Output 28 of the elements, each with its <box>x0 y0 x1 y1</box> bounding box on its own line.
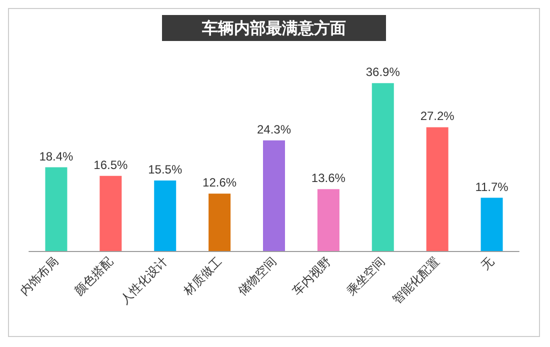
bar <box>154 180 176 251</box>
bar <box>45 167 68 251</box>
bar <box>372 83 394 251</box>
x-tick-label: 内饰布局 <box>17 254 62 298</box>
bar <box>480 198 503 251</box>
bar <box>208 194 231 251</box>
data-label: 24.3% <box>256 122 292 136</box>
x-tick-label: 颜色搭配 <box>72 254 116 298</box>
data-label: 12.6% <box>202 176 237 190</box>
x-tick-label: 乘坐空间 <box>344 254 388 298</box>
data-label: 36.9% <box>366 65 400 80</box>
data-label: 11.7% <box>475 180 509 194</box>
x-tick-label: 智能化配置 <box>390 254 442 306</box>
bar <box>426 127 448 251</box>
chart-title: 车辆内部最满意方面 <box>201 18 346 38</box>
data-label: 18.4% <box>39 149 74 164</box>
bar <box>100 176 122 251</box>
x-tick-label: 无 <box>478 254 497 272</box>
bar <box>263 140 285 251</box>
x-tick-label: 储物空间 <box>235 254 279 298</box>
data-label: 27.2% <box>420 109 455 124</box>
data-label: 16.5% <box>94 158 128 172</box>
x-tick-label: 车内视野 <box>290 254 334 298</box>
data-label: 15.5% <box>148 162 182 176</box>
x-tick-label: 材质做工 <box>180 254 225 299</box>
bar <box>317 189 340 251</box>
data-label: 13.6% <box>311 171 346 186</box>
x-tick-label: 人性化设计 <box>118 254 170 306</box>
